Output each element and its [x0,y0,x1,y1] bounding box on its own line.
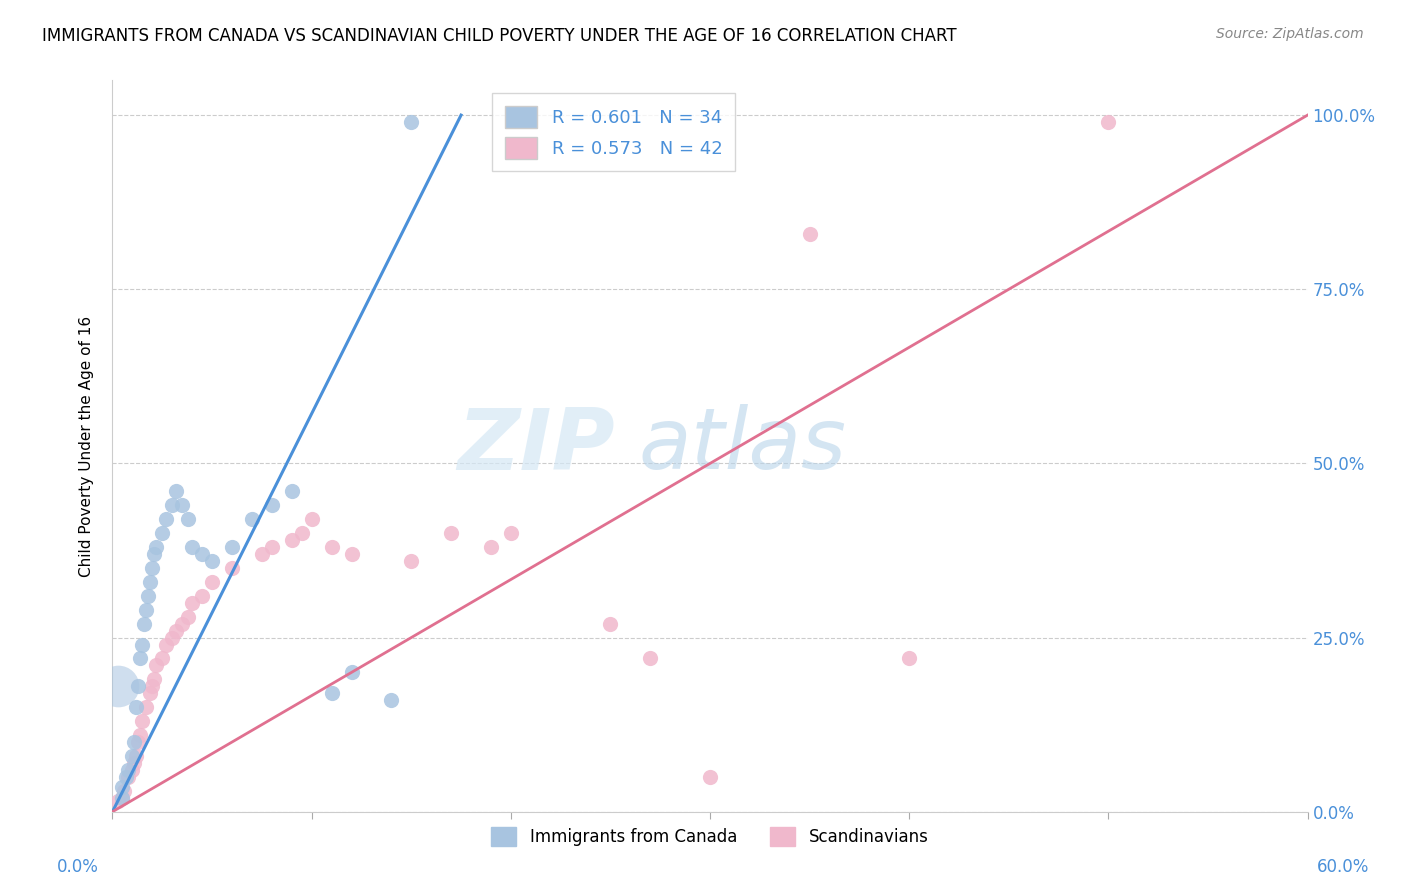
Point [115,770,138,784]
Point [499,526,522,541]
Point [143,673,166,687]
Point [221,540,243,554]
Point [141,679,163,693]
Point [221,561,243,575]
Point [401,115,423,129]
Point [321,686,343,700]
Point [107,794,129,808]
Point [260,498,283,512]
Point [135,700,157,714]
Point [291,526,314,541]
Point [125,700,148,714]
Point [111,790,134,805]
Point [162,631,183,645]
Point [640,651,662,665]
Point [181,596,204,610]
Point [117,770,139,784]
Point [699,770,721,784]
Point [131,714,153,728]
Point [139,686,162,700]
Point [401,554,423,568]
Point [121,763,143,777]
Point [127,735,149,749]
Point [121,749,143,764]
Point [340,665,363,680]
Point [145,540,167,554]
Point [139,574,162,589]
Point [250,547,273,561]
Text: ZIP: ZIP [457,404,614,488]
Legend: Immigrants from Canada, Scandinavians: Immigrants from Canada, Scandinavians [484,819,936,855]
Point [1097,115,1119,129]
Point [129,728,152,742]
Point [201,574,224,589]
Point [135,603,157,617]
Point [134,616,156,631]
Point [107,679,129,693]
Point [111,790,134,805]
Point [799,227,821,241]
Point [321,540,343,554]
Text: Source: ZipAtlas.com: Source: ZipAtlas.com [1216,27,1364,41]
Point [143,547,166,561]
Point [380,693,402,707]
Text: atlas: atlas [638,404,846,488]
Point [281,533,304,547]
Point [340,547,363,561]
Point [177,609,200,624]
Point [440,526,463,541]
Point [177,512,200,526]
Text: IMMIGRANTS FROM CANADA VS SCANDINAVIAN CHILD POVERTY UNDER THE AGE OF 16 CORRELA: IMMIGRANTS FROM CANADA VS SCANDINAVIAN C… [42,27,957,45]
Point [191,589,214,603]
Y-axis label: Child Poverty Under the Age of 16: Child Poverty Under the Age of 16 [79,316,94,576]
Point [201,554,224,568]
Point [141,561,163,575]
Point [138,589,160,603]
Point [162,498,183,512]
Point [124,756,146,770]
Point [260,540,283,554]
Point [155,512,177,526]
Point [155,638,177,652]
Text: 0.0%: 0.0% [56,858,98,876]
Point [150,651,173,665]
Point [301,512,323,526]
Point [125,749,148,764]
Point [165,624,187,638]
Point [599,616,621,631]
Point [150,526,173,541]
Point [172,498,194,512]
Point [172,616,194,631]
Point [479,540,502,554]
Point [240,512,263,526]
Point [898,651,921,665]
Point [117,763,139,777]
Point [124,735,146,749]
Point [181,540,204,554]
Point [281,484,304,499]
Point [131,638,153,652]
Point [145,658,167,673]
Point [114,784,135,798]
Point [129,651,152,665]
Point [165,484,187,499]
Point [191,547,214,561]
Text: 60.0%: 60.0% [1316,858,1369,876]
Point [127,679,149,693]
Point [111,780,134,795]
